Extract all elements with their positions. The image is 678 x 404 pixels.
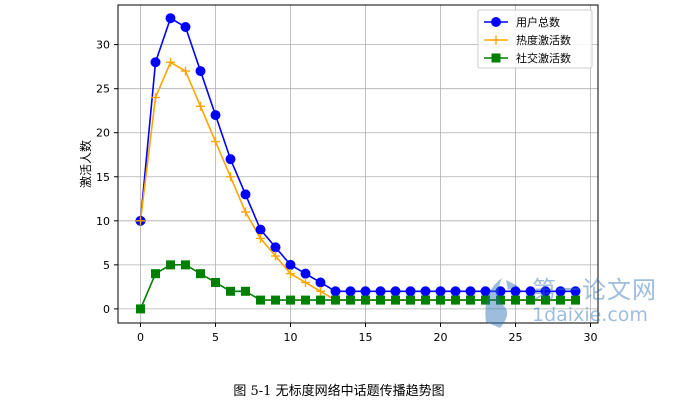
data-point-series-2 [376,295,385,305]
y-tick-label: 5 [103,259,110,272]
y-tick-label: 30 [96,39,110,52]
data-point-series-2 [271,295,280,305]
data-point-series-0 [360,286,371,297]
y-tick-label: 20 [96,127,110,140]
data-point-series-2 [151,269,160,279]
watermark-logo-icon [485,278,518,328]
data-point-series-2 [526,295,535,305]
data-point-series-2 [541,295,550,305]
data-point-series-0 [225,154,236,165]
x-tick-label: 25 [509,331,523,344]
data-point-series-2 [421,295,430,305]
x-tick-label: 0 [137,331,144,344]
data-point-series-2 [166,260,175,270]
data-point-series-0 [255,224,266,235]
data-point-series-0 [390,286,401,297]
plot-area-frame [117,4,599,324]
data-point-series-2 [361,295,370,305]
watermark-text-url: 1daixie.com [532,304,648,326]
y-tick-label: 0 [103,303,110,316]
data-point-series-0 [405,286,416,297]
legend-entry-2: 社交激活数 [516,51,571,65]
data-point-series-1 [151,92,160,102]
legend-marker-1 [491,35,501,45]
data-point-series-2 [331,295,340,305]
data-point-series-2 [391,295,400,305]
legend-marker-2 [491,53,501,63]
data-point-series-1 [241,207,250,217]
data-point-series-2 [301,295,310,305]
data-point-series-2 [511,295,520,305]
data-point-series-0 [195,66,206,77]
data-point-series-2 [451,295,460,305]
data-point-series-1 [271,251,280,261]
data-point-series-0 [240,189,251,200]
data-point-series-2 [436,295,445,305]
data-point-series-1 [286,269,295,279]
data-point-series-0 [285,259,296,270]
data-point-series-2 [181,260,190,270]
data-point-series-2 [316,295,325,305]
legend-entry-1: 热度激活数 [516,33,571,47]
y-tick-label: 25 [96,83,110,96]
data-point-series-1 [211,137,220,147]
watermark: 第一论文网 1daixie.com [478,268,674,336]
data-point-series-2 [196,269,205,279]
data-point-series-0 [345,286,356,297]
data-point-series-1 [316,286,325,296]
data-point-series-2 [481,295,490,305]
data-point-series-0 [420,286,431,297]
y-tick-label: 10 [96,215,110,228]
data-point-series-0 [435,286,446,297]
data-point-series-1 [196,101,205,111]
x-tick-label: 30 [584,331,598,344]
data-point-series-0 [450,286,461,297]
data-point-series-2 [406,295,415,305]
data-point-series-2 [211,277,220,287]
data-point-series-2 [241,286,250,296]
data-point-series-0 [150,57,161,68]
data-point-series-2 [571,295,580,305]
figure-caption: 图 5-1 无标度网络中话题传播趋势图 [233,384,445,399]
legend-marker-0 [491,17,501,27]
data-point-series-2 [226,286,235,296]
y-axis-label: 激活人数 [78,140,93,188]
data-point-series-0 [270,242,281,253]
legend-box [477,9,593,69]
data-point-series-2 [286,295,295,305]
data-point-series-0 [210,110,221,121]
data-point-series-1 [181,66,190,76]
data-point-series-2 [466,295,475,305]
y-axis-ticks: 0 5 10 15 20 25 30 [96,39,118,316]
data-point-series-0 [465,286,476,297]
data-point-series-1 [136,216,145,226]
data-point-series-0 [375,286,386,297]
data-point-series-2 [496,295,505,305]
watermark-text-cn: 第一论文网 [532,276,657,304]
data-point-series-1 [256,233,265,243]
data-point-series-0 [330,286,341,297]
data-point-series-1 [166,57,175,67]
data-point-series-0 [165,13,176,24]
data-point-series-0 [300,268,311,279]
data-point-series-0 [315,277,326,288]
data-point-series-1 [301,277,310,287]
data-point-series-2 [556,295,565,305]
data-point-series-2 [136,304,145,314]
series-markers [135,13,581,314]
data-point-series-2 [256,295,265,305]
x-tick-label: 5 [212,331,219,344]
data-point-series-1 [226,172,235,182]
y-tick-label: 15 [96,171,110,184]
x-tick-label: 15 [359,331,373,344]
data-point-series-2 [346,295,355,305]
x-axis-ticks: 0 5 10 15 20 25 30 [137,323,598,344]
data-point-series-0 [180,22,191,33]
series-line-1 [139,61,576,301]
legend-entry-0: 用户总数 [516,15,560,29]
x-tick-label: 20 [434,331,448,344]
x-tick-label: 10 [284,331,298,344]
